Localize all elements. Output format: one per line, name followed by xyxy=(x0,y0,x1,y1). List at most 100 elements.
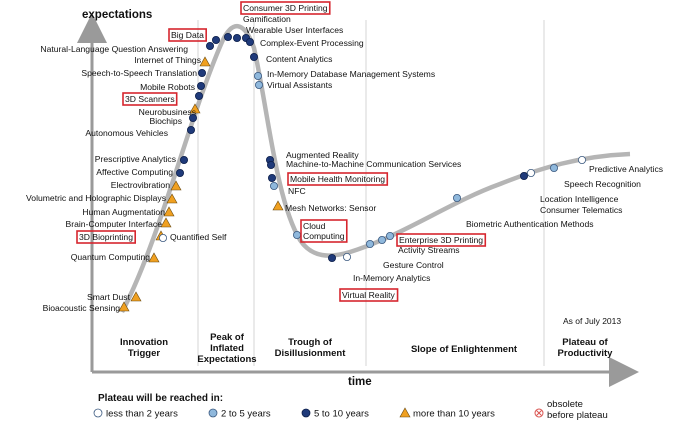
marker-circle-icon xyxy=(211,36,220,45)
y-axis-label: expectations xyxy=(82,9,152,21)
marker-circle-icon xyxy=(158,233,167,242)
legend: less than 2 years 2 to 5 years 5 to 10 yea… xyxy=(93,399,608,421)
legend-triangle-icon xyxy=(399,407,411,418)
legend-item-2to5: 2 to 5 years xyxy=(208,408,271,420)
marker-circle-icon xyxy=(186,126,195,135)
phase-label-5-line-2: Productivity xyxy=(558,348,614,359)
tech-internet-of-things: Internet of Things xyxy=(134,55,211,67)
tech-cloud-computing: Cloud Computing xyxy=(292,219,348,243)
legend-label: 5 to 10 years xyxy=(314,409,369,420)
tech-label: Biometric Authentication Methods xyxy=(466,219,594,229)
tech-label: In-Memory Analytics xyxy=(353,273,430,283)
tech-big-data: Big Data xyxy=(168,28,220,45)
tech-label: Internet of Things xyxy=(134,55,201,65)
highlight-box xyxy=(396,233,487,247)
legend-title: Plateau will be reached in: xyxy=(98,393,223,404)
marker-triangle-icon xyxy=(163,206,175,217)
marker-circle-icon xyxy=(179,155,188,164)
tech-prescriptive-analytics: Prescriptive Analytics xyxy=(95,154,188,164)
tech-wearable-user-interfaces: Wearable User Interfaces xyxy=(223,25,343,42)
hype-curve xyxy=(120,24,631,314)
legend-item-lt2: less than 2 years xyxy=(93,409,178,420)
legend-item-5to10: 5 to 10 years xyxy=(301,408,369,420)
tech-brain-computer-interface: Brain-Computer Interface xyxy=(66,217,172,229)
tech-enterprise-3d-printing: Enterprise 3D Printing xyxy=(385,231,487,247)
marker-circle-icon xyxy=(292,230,301,239)
tech-label: Affective Computing xyxy=(96,167,173,177)
tech-label: Cloud Computing xyxy=(303,221,345,241)
tech-label: 3D Scanners xyxy=(125,94,175,104)
marker-triangle-icon xyxy=(199,56,211,67)
marker-triangle-icon xyxy=(272,200,284,211)
marker-circle-icon xyxy=(205,42,214,51)
marker-circle-icon xyxy=(452,193,461,202)
phase-label-2-line-1: Peak of xyxy=(210,332,245,343)
marker-circle-icon xyxy=(194,92,203,101)
as-of-date: As of July 2013 xyxy=(563,316,621,326)
tech-electrovibration: Electrovibration xyxy=(111,180,182,191)
marker-circle-icon xyxy=(385,231,394,240)
marker-triangle-icon xyxy=(170,180,182,191)
tech-label: Gamification xyxy=(243,14,291,24)
tech-3d-scanners: 3D Scanners xyxy=(122,92,203,106)
tech-neurobusiness: Neurobusiness xyxy=(139,103,201,117)
marker-circle-icon xyxy=(223,33,232,42)
tech-gesture-control: Gesture Control xyxy=(365,239,444,270)
tech-label: Brain-Computer Interface xyxy=(66,219,163,229)
marker-circle-icon xyxy=(232,34,241,43)
highlight-box xyxy=(240,1,331,15)
tech-label: Electrovibration xyxy=(111,180,170,190)
marker-triangle-icon xyxy=(130,291,142,302)
marker-circle-icon xyxy=(249,53,258,62)
tech-label: Natural-Language Question Answering xyxy=(40,44,188,54)
legend-label: more than 10 years xyxy=(413,409,495,420)
tech-activity-streams: Activity Streams xyxy=(377,235,460,255)
phase-label-5-line-1: Plateau of xyxy=(562,337,608,348)
phase-label-1-line-1: Innovation xyxy=(120,337,168,348)
highlight-box xyxy=(287,172,389,186)
tech-smart-dust: Smart Dust xyxy=(87,291,142,302)
legend-item-obsolete: obsolete before plateau xyxy=(534,399,608,421)
tech-label: Smart Dust xyxy=(87,292,131,302)
legend-obsolete-cross-icon xyxy=(536,410,542,416)
tech-human-augmentation: Human Augmentation xyxy=(82,206,175,217)
tech-label: Content Analytics xyxy=(266,54,332,64)
phase-label-2-line-3: Expectations xyxy=(197,354,256,365)
tech-label: Autonomous Vehicles xyxy=(85,128,168,138)
phase-label-1-line-2: Trigger xyxy=(128,348,161,359)
marker-circle-icon xyxy=(245,38,254,47)
marker-circle-icon xyxy=(327,253,336,262)
tech-complex-event-processing: Complex-Event Processing xyxy=(245,38,364,48)
tech-consumer-telematics: Consumer Telematics xyxy=(527,168,622,215)
tech-gamification: Gamification xyxy=(232,14,291,43)
tech-speech-to-speech-translation: Speech-to-Speech Translation xyxy=(81,68,206,78)
tech-location-intelligence: Location Intelligence xyxy=(520,171,619,204)
tech-volumetric-and-holographic-displays: Volumetric and Holographic Displays xyxy=(26,193,178,204)
legend-item-gt10: more than 10 years xyxy=(399,407,495,420)
tech-machine-to-machine-communication-services: Machine-to-Machine Communication Service… xyxy=(266,159,461,169)
tech-biometric-authentication-methods: Biometric Authentication Methods xyxy=(452,193,594,229)
tech-label: Gesture Control xyxy=(383,260,444,270)
tech-predictive-analytics: Predictive Analytics xyxy=(578,155,663,174)
marker-circle-icon xyxy=(520,171,529,180)
phase-label-3-line-2: Disillusionment xyxy=(275,348,347,359)
marker-circle-icon xyxy=(197,69,206,78)
marker-circle-icon xyxy=(253,72,262,81)
tech-label: Augmented Reality xyxy=(286,150,359,160)
tech-label: Human Augmentation xyxy=(82,207,165,217)
legend-circle-icon xyxy=(208,408,218,418)
tech-quantum-computing: Quantum Computing xyxy=(71,252,160,263)
marker-circle-icon xyxy=(550,163,559,172)
legend-label: 2 to 5 years xyxy=(221,409,271,420)
tech-label: Complex-Event Processing xyxy=(260,38,364,48)
legend-circle-icon xyxy=(301,408,311,418)
highlight-box xyxy=(339,288,399,302)
marker-circle-icon xyxy=(196,82,205,91)
marker-triangle-icon xyxy=(148,252,160,263)
marker-circle-icon xyxy=(269,181,278,190)
marker-circle-icon xyxy=(527,168,536,177)
marker-circle-icon xyxy=(578,155,587,164)
tech-bioacoustic-sensing: Bioacoustic Sensing xyxy=(43,301,130,313)
marker-circle-icon xyxy=(365,239,374,248)
